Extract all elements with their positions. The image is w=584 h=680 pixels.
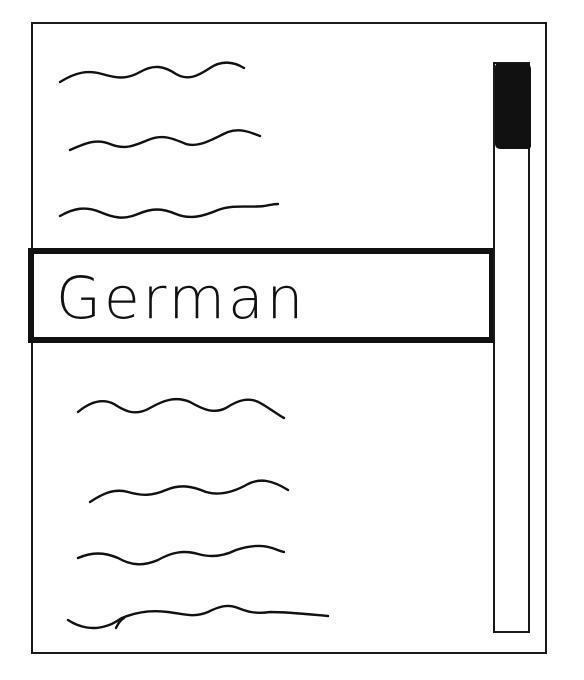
placeholder-text-squiggle bbox=[66, 604, 330, 630]
placeholder-text-squiggle bbox=[68, 129, 262, 152]
list-item[interactable] bbox=[76, 540, 288, 574]
scrollbar-thumb[interactable] bbox=[495, 63, 531, 149]
scrollbar-track[interactable] bbox=[493, 62, 530, 633]
list-item[interactable] bbox=[58, 196, 280, 228]
list-item[interactable] bbox=[76, 390, 288, 424]
list-item[interactable] bbox=[58, 56, 248, 88]
placeholder-text-squiggle bbox=[58, 202, 280, 219]
placeholder-text-squiggle bbox=[76, 397, 286, 420]
placeholder-text-squiggle bbox=[58, 61, 246, 84]
list-item-label: German bbox=[56, 264, 307, 332]
placeholder-text-squiggle bbox=[88, 479, 290, 504]
placeholder-text-squiggle bbox=[76, 544, 286, 566]
list-item[interactable] bbox=[88, 474, 292, 508]
list-item-selected[interactable]: German bbox=[28, 248, 495, 343]
list-item[interactable] bbox=[66, 598, 332, 634]
list-item[interactable] bbox=[68, 124, 264, 156]
